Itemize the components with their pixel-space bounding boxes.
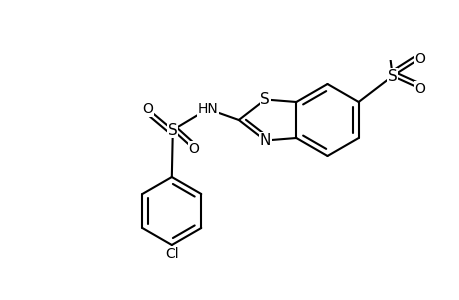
Text: S: S [388, 44, 389, 45]
Text: S: S [168, 122, 177, 137]
Text: O: O [142, 102, 153, 116]
Bar [373, 32, 403, 58]
Text: N: N [259, 133, 270, 148]
Text: O: O [414, 52, 425, 65]
Text: S: S [387, 68, 397, 83]
Text: Cl: Cl [165, 247, 178, 261]
Text: O: O [188, 142, 199, 156]
Text: S: S [260, 92, 269, 107]
Text: S: S [383, 39, 392, 53]
Text: O: O [414, 82, 425, 95]
Text: S: S [388, 44, 389, 45]
Text: S: S [383, 38, 392, 52]
Text: S: S [388, 44, 389, 45]
Text: S: S [388, 44, 389, 45]
Text: S: S [383, 38, 392, 52]
Text: S: S [388, 44, 389, 45]
Text: O: O [414, 82, 425, 95]
Text: S: S [387, 68, 397, 83]
Text: O: O [414, 52, 425, 65]
Text: S: S [384, 38, 392, 52]
Text: S: S [384, 38, 392, 52]
Bar [370, 32, 405, 60]
Text: HN: HN [197, 102, 218, 116]
Text: S: S [383, 38, 392, 52]
